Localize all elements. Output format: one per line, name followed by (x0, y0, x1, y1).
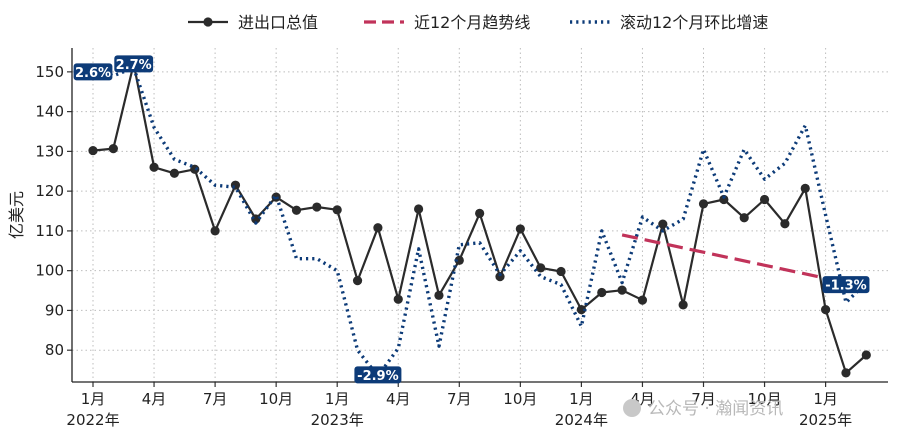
watermark: 公众号 · 瀚闻资讯 (623, 399, 783, 419)
x-tick-label: 7月 (447, 390, 472, 408)
data-point (88, 145, 98, 156)
data-point (149, 162, 159, 172)
y-tick-label: 130 (35, 142, 64, 160)
x-tick-label: 7月 (691, 390, 716, 408)
data-point (759, 194, 770, 205)
data-point (434, 290, 444, 300)
data-point (515, 224, 525, 234)
series-line (621, 233, 847, 285)
legend-label: 近12个月趋势线 (414, 13, 530, 32)
x-tick-label: 1月 (813, 390, 838, 408)
data-point (861, 350, 871, 360)
y-tick-label: 100 (35, 262, 64, 280)
data-point (332, 205, 342, 215)
data-point (454, 255, 464, 265)
series-line (92, 66, 868, 378)
series-layer (88, 59, 871, 378)
annotation-badge (822, 276, 870, 294)
legend-item: 近12个月趋势线 (364, 13, 530, 32)
y-tick-label: 80 (45, 341, 64, 359)
data-point (108, 143, 118, 154)
data-point (739, 213, 749, 223)
data-point (821, 305, 831, 315)
x-tick-label: 1月 (569, 390, 594, 408)
annotation-badge (114, 55, 154, 73)
legend-label: 滚动12个月环比增速 (620, 13, 768, 32)
data-point (495, 272, 505, 282)
legend-label: 进出口总值 (238, 13, 318, 32)
x-tick-label: 10月 (259, 390, 293, 408)
x-tick-year-label: 2024年 (555, 411, 608, 429)
data-point (536, 263, 546, 273)
data-point (658, 219, 668, 229)
annotation-label: -2.9% (357, 369, 398, 384)
x-tick-year-label: 2025年 (799, 411, 852, 429)
annotation-label: 2.6% (75, 66, 111, 81)
x-tick-label: 10月 (748, 390, 782, 408)
data-point (169, 168, 179, 178)
axes: 80 90 100 110 120 130 140 150 1月 2022年 4月 7月 10月 1月 20… (7, 48, 888, 429)
x-tick-label: 10月 (503, 390, 537, 408)
x-tick-year-label: 2022年 (66, 411, 119, 429)
y-axis-label: 亿美元 (7, 191, 26, 239)
y-tick-label: 120 (35, 182, 64, 200)
legend-item: 进出口总值 (188, 13, 318, 32)
x-tick-label: 1月 (81, 390, 106, 408)
data-point (678, 300, 688, 310)
x-tick-label: 1月 (325, 390, 350, 408)
data-point (841, 368, 851, 378)
data-point (556, 266, 566, 277)
data-point (312, 202, 322, 212)
data-point (414, 204, 424, 214)
annotation-badge (73, 63, 113, 81)
data-point (352, 276, 363, 286)
y-tick-label: 140 (35, 103, 64, 121)
data-point (393, 294, 403, 304)
data-point (230, 180, 241, 190)
data-point (719, 194, 729, 205)
y-tick-label: 150 (35, 63, 64, 81)
data-point (373, 223, 383, 233)
legend: 进出口总值 近12个月趋势线 滚动12个月环比增速 (188, 13, 768, 32)
legend-item: 滚动12个月环比增速 (570, 13, 768, 32)
annotation-badge (354, 366, 402, 384)
x-tick-label: 4月 (386, 390, 411, 408)
data-point (800, 183, 810, 193)
watermark-text: 公众号 · 瀚闻资讯 (648, 399, 783, 419)
x-tick-label: 4月 (142, 390, 167, 408)
data-point (780, 219, 790, 229)
legend-marker (203, 17, 213, 27)
grid (72, 48, 888, 382)
data-point (637, 295, 648, 305)
y-tick-label: 110 (35, 222, 64, 240)
watermark-icon (623, 399, 641, 417)
data-point (475, 208, 485, 219)
data-point (291, 205, 302, 215)
data-point (576, 305, 587, 315)
x-tick-label: 7月 (203, 390, 228, 408)
x-tick-year-label: 2023年 (311, 411, 364, 429)
annotation-label: 2.7% (116, 58, 152, 73)
data-point (698, 199, 709, 209)
series-line (92, 62, 868, 374)
annotations: 2.6% 2.7% -2.9% -1.3% (73, 55, 870, 384)
data-point (210, 226, 220, 236)
annotation-label: -1.3% (825, 279, 866, 294)
data-point (597, 287, 607, 298)
data-point (617, 285, 627, 295)
y-tick-label: 90 (45, 301, 64, 319)
